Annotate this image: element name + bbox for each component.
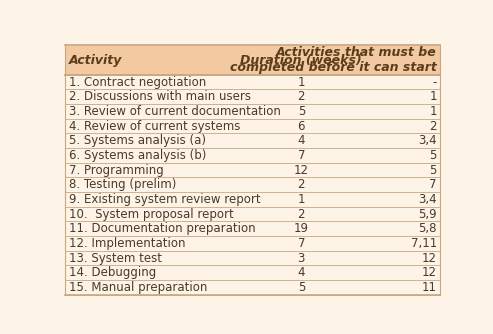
Text: 7: 7 xyxy=(298,149,305,162)
Text: 2: 2 xyxy=(298,90,305,103)
Text: 1: 1 xyxy=(429,105,437,118)
Text: 1: 1 xyxy=(298,193,305,206)
Text: 15. Manual preparation: 15. Manual preparation xyxy=(69,281,208,294)
Text: Activity: Activity xyxy=(69,53,123,66)
Text: 2: 2 xyxy=(298,207,305,220)
Text: 19: 19 xyxy=(294,222,309,235)
Text: 1: 1 xyxy=(429,90,437,103)
Text: 12: 12 xyxy=(422,266,437,279)
Text: 5: 5 xyxy=(429,164,437,177)
Text: 2. Discussions with main users: 2. Discussions with main users xyxy=(69,90,251,103)
Text: 8. Testing (prelim): 8. Testing (prelim) xyxy=(69,178,176,191)
Text: 2: 2 xyxy=(429,120,437,133)
Text: 3,4: 3,4 xyxy=(418,134,437,147)
Bar xyxy=(66,45,440,75)
Text: Activities that must be
completed before it can start: Activities that must be completed before… xyxy=(230,46,437,74)
Text: 1. Contract negotiation: 1. Contract negotiation xyxy=(69,75,207,89)
Text: 7: 7 xyxy=(298,237,305,250)
Text: 11. Documentation preparation: 11. Documentation preparation xyxy=(69,222,256,235)
Text: 6. Systems analysis (b): 6. Systems analysis (b) xyxy=(69,149,207,162)
Text: 1: 1 xyxy=(298,75,305,89)
Text: 7. Programming: 7. Programming xyxy=(69,164,164,177)
Text: 6: 6 xyxy=(298,120,305,133)
Text: 12: 12 xyxy=(422,252,437,265)
Text: 14. Debugging: 14. Debugging xyxy=(69,266,156,279)
Text: 3,4: 3,4 xyxy=(418,193,437,206)
Text: 5,8: 5,8 xyxy=(419,222,437,235)
Text: -: - xyxy=(432,75,437,89)
Text: 5: 5 xyxy=(298,105,305,118)
Text: 12: 12 xyxy=(294,164,309,177)
Text: 12. Implementation: 12. Implementation xyxy=(69,237,186,250)
Text: 5: 5 xyxy=(298,281,305,294)
Text: 11: 11 xyxy=(422,281,437,294)
Text: 3: 3 xyxy=(298,252,305,265)
Text: 4: 4 xyxy=(298,134,305,147)
Text: 2: 2 xyxy=(298,178,305,191)
Text: 4: 4 xyxy=(298,266,305,279)
Text: 7,11: 7,11 xyxy=(411,237,437,250)
Text: 5. Systems analysis (a): 5. Systems analysis (a) xyxy=(69,134,206,147)
Text: 9. Existing system review report: 9. Existing system review report xyxy=(69,193,261,206)
Text: 4. Review of current systems: 4. Review of current systems xyxy=(69,120,241,133)
Text: 13. System test: 13. System test xyxy=(69,252,162,265)
Text: 5,9: 5,9 xyxy=(418,207,437,220)
Text: 10.  System proposal report: 10. System proposal report xyxy=(69,207,234,220)
Text: Duration (weeks): Duration (weeks) xyxy=(241,53,362,66)
Text: 7: 7 xyxy=(429,178,437,191)
Text: 5: 5 xyxy=(429,149,437,162)
Text: 3. Review of current documentation: 3. Review of current documentation xyxy=(69,105,281,118)
